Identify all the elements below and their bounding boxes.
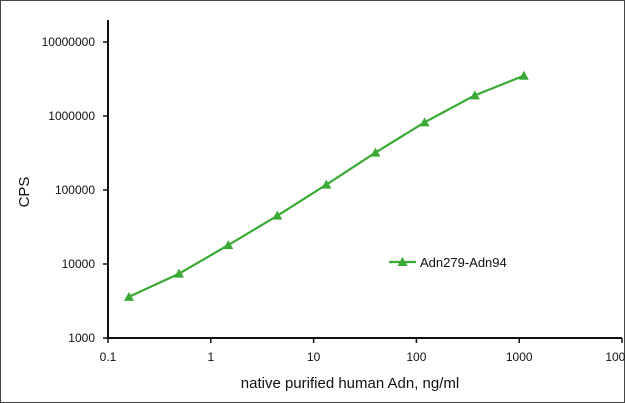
y-tick-label: 10000000 <box>42 35 96 49</box>
data-point <box>123 291 134 301</box>
x-axis-title: native purified human Adn, ng/ml <box>241 375 459 392</box>
y-tick-label: 10000 <box>62 257 96 271</box>
legend: Adn279-Adn94 <box>389 255 507 270</box>
x-tick-label: 0.1 <box>100 350 117 364</box>
series-layer <box>123 70 529 301</box>
x-tick-label: 10 <box>307 350 321 364</box>
data-point <box>321 179 332 189</box>
legend-marker <box>397 257 408 266</box>
data-point <box>223 240 234 250</box>
axes <box>107 20 622 339</box>
x-tick-label: 10000 <box>605 350 625 364</box>
y-ticks: 1000 10000 100000 1000000 10000000 <box>42 35 108 345</box>
data-point <box>518 70 529 80</box>
y-axis-title: CPS <box>16 177 33 208</box>
x-ticks: 0.1 1 10 100 1000 10000 <box>100 338 625 364</box>
y-tick-label: 100000 <box>55 183 95 197</box>
x-tick-label: 1 <box>207 350 214 364</box>
y-tick-label: 1000 <box>68 331 95 345</box>
x-tick-label: 1000 <box>506 350 533 364</box>
data-point <box>272 210 283 220</box>
x-tick-label: 100 <box>406 350 426 364</box>
legend-label: Adn279-Adn94 <box>420 255 507 270</box>
data-point <box>173 268 184 278</box>
y-tick-label: 1000000 <box>48 109 95 123</box>
data-point <box>419 117 430 127</box>
data-point <box>469 90 480 100</box>
data-point <box>370 147 381 157</box>
